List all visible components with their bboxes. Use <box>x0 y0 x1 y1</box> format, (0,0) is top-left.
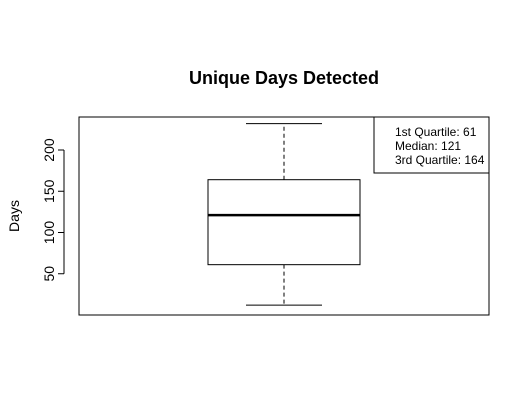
y-tick-label-50: 50 <box>41 266 57 282</box>
legend-q1-text: 1st Quartile: 61 <box>395 125 477 139</box>
legend-median-text: Median: 121 <box>395 139 461 153</box>
quartile-legend: 1st Quartile: 61 Median: 121 3rd Quartil… <box>374 117 489 173</box>
legend-q3-text: 3rd Quartile: 164 <box>395 153 485 167</box>
y-tick-label-150: 150 <box>41 179 57 203</box>
box-group <box>208 124 360 306</box>
y-axis-label: Days <box>6 200 22 232</box>
chart-title: Unique Days Detected <box>189 68 379 88</box>
y-tick-label-100: 100 <box>41 221 57 245</box>
y-axis: 50 100 150 200 <box>41 138 64 281</box>
iqr-box <box>208 180 360 265</box>
y-tick-label-200: 200 <box>41 138 57 162</box>
